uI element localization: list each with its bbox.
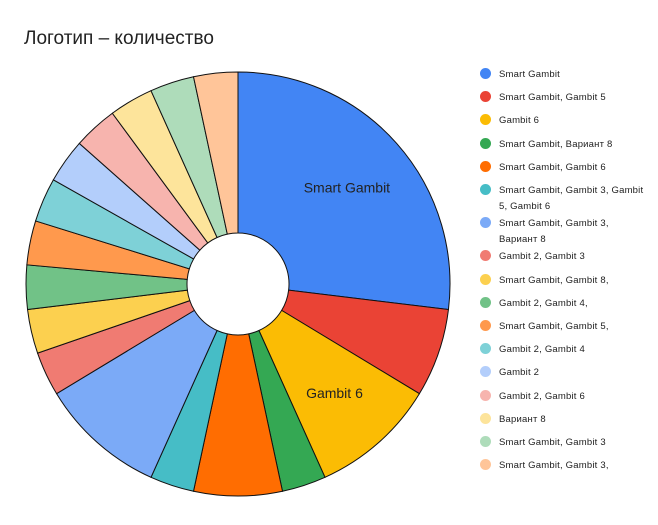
legend-label: Smart Gambit, Gambit 3, — [499, 458, 649, 474]
legend-swatch-icon — [480, 413, 491, 424]
legend-swatch-icon — [480, 436, 491, 447]
legend-label: Smart Gambit, Gambit 6 — [499, 160, 649, 176]
legend-label: Smart Gambit — [499, 67, 649, 83]
legend-swatch-icon — [480, 274, 491, 285]
legend-label: Smart Gambit, Gambit 5, — [499, 319, 649, 335]
legend-label: Smart Gambit, Gambit 3, Gambit 5, Gambit… — [499, 183, 649, 215]
legend-swatch-icon — [480, 390, 491, 401]
pie-slices — [26, 72, 450, 496]
legend-swatch-icon — [480, 297, 491, 308]
legend-label: Gambit 2, Gambit 4, — [499, 296, 649, 312]
legend-swatch-icon — [480, 320, 491, 331]
legend-label: Вариант 8 — [499, 412, 649, 428]
slice-label: Smart Gambit — [304, 180, 390, 196]
legend-label: Smart Gambit, Gambit 3 — [499, 435, 649, 451]
legend-label: Smart Gambit, Gambit 3, Вариант 8 — [499, 216, 649, 248]
legend-label: Smart Gambit, Gambit 5 — [499, 90, 649, 106]
legend-swatch-icon — [480, 138, 491, 149]
legend-label: Gambit 6 — [499, 113, 649, 129]
legend-swatch-icon — [480, 184, 491, 195]
legend-label: Gambit 2 — [499, 365, 649, 381]
legend-label: Gambit 2, Gambit 4 — [499, 342, 649, 358]
slice-label: Gambit 6 — [306, 385, 363, 401]
legend-label: Gambit 2, Gambit 6 — [499, 389, 649, 405]
legend-label: Gambit 2, Gambit 3 — [499, 249, 649, 265]
legend-label: Smart Gambit, Вариант 8 — [499, 137, 649, 153]
legend-label: Smart Gambit, Gambit 8, — [499, 273, 649, 289]
legend-swatch-icon — [480, 161, 491, 172]
legend-swatch-icon — [480, 68, 491, 79]
